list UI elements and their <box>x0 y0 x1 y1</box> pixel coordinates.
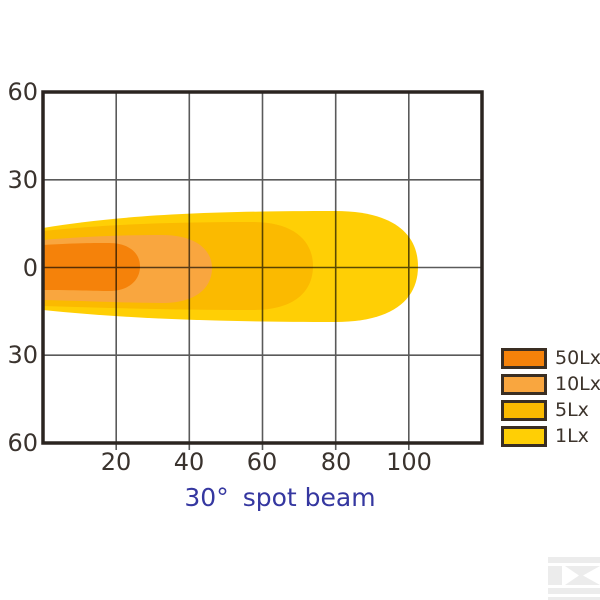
legend: 50Lx 10Lx 5Lx 1Lx <box>501 345 600 449</box>
x-tick-40: 40 <box>173 448 205 476</box>
k-logo-watermark-icon <box>548 557 600 600</box>
legend-swatch-10lx <box>501 373 547 395</box>
y-tick-30-bottom: 30 <box>7 341 38 370</box>
legend-swatch-50lx <box>501 347 547 369</box>
legend-label-50lx: 50Lx <box>555 346 600 369</box>
legend-item-50lx: 50Lx <box>501 345 600 371</box>
beam-contours <box>43 211 418 322</box>
x-tick-100: 100 <box>386 448 432 476</box>
chart-title: 30° spot beam <box>80 484 480 512</box>
legend-swatch-5lx <box>501 399 547 421</box>
y-tick-0: 0 <box>22 253 38 282</box>
legend-label-10lx: 10Lx <box>555 372 600 395</box>
legend-label-1lx: 1Lx <box>555 424 589 447</box>
legend-item-1lx: 1Lx <box>501 423 600 449</box>
legend-label-5lx: 5Lx <box>555 398 589 421</box>
x-tick-60: 60 <box>246 448 278 476</box>
grid-lines <box>43 92 482 450</box>
y-tick-60-top: 60 <box>7 78 38 106</box>
x-tick-20: 20 <box>100 448 132 476</box>
x-tick-80: 80 <box>320 448 352 476</box>
beam-angle-value: 30° <box>184 483 229 512</box>
y-tick-60-bottom: 60 <box>7 429 38 457</box>
beam-type-label: spot beam <box>242 483 376 512</box>
legend-item-5lx: 5Lx <box>501 397 600 423</box>
legend-swatch-1lx <box>501 425 547 447</box>
plot-frame <box>41 90 484 445</box>
legend-item-10lx: 10Lx <box>501 371 600 397</box>
y-tick-30-top: 30 <box>7 165 38 194</box>
